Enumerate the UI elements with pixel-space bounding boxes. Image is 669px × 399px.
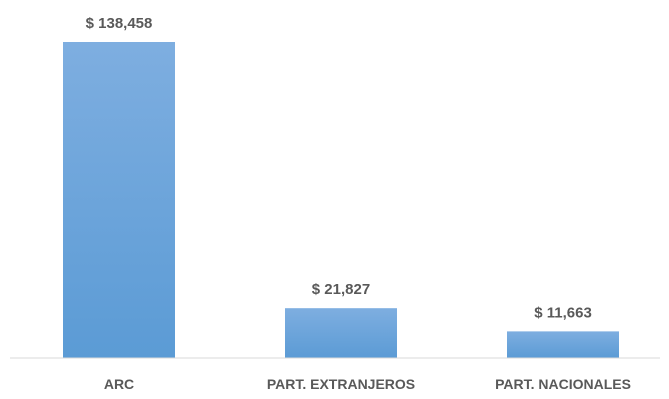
data-label-1: $ 21,827 (312, 281, 370, 298)
category-label-1: PART. EXTRANJEROS (267, 376, 415, 392)
data-label-2: $ 11,663 (534, 304, 592, 321)
bar-1 (285, 308, 397, 358)
labels-layer: $ 138,458 ARC $ 21,827 PART. EXTRANJEROS $ 1… (86, 15, 631, 392)
bar-2 (507, 331, 619, 358)
category-label-0: ARC (104, 376, 134, 392)
data-label-0: $ 138,458 (86, 15, 153, 32)
category-label-2: PART. NACIONALES (495, 376, 631, 392)
bars-layer (63, 42, 619, 358)
bar-0 (63, 42, 175, 358)
